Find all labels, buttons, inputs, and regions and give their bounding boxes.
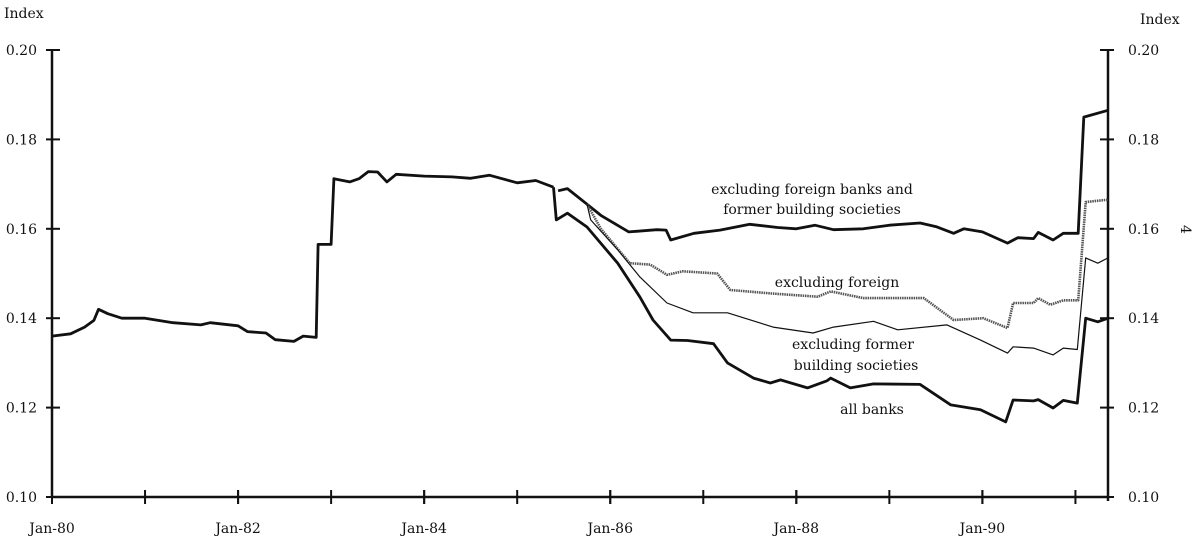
y-tick-label-right: 0.18 xyxy=(1128,132,1159,148)
y-tick-label-right: 0.14 xyxy=(1128,311,1159,327)
y-axis-label-right: Index xyxy=(1140,12,1180,28)
x-tick-label: Jan-90 xyxy=(958,521,1006,537)
y-tick-label-left: 0.14 xyxy=(6,311,37,327)
annotation-excluding-foreign-and-bs-line2: former building societies xyxy=(723,202,901,218)
y-tick-label-left: 0.18 xyxy=(6,132,37,148)
annotation-excluding-foreign-and-bs-line1: excluding foreign banks and xyxy=(711,182,913,198)
y-tick-label-left: 0.20 xyxy=(6,43,37,59)
series-line-excluding-foreign-banks-and-former-building-societies xyxy=(557,108,1109,245)
y-tick-label-right: 0.12 xyxy=(1128,401,1159,417)
y-tick-label-right: 0.20 xyxy=(1128,43,1159,59)
series-line-excluding-former-building-societies xyxy=(586,204,1109,356)
x-tick-label: Jan-82 xyxy=(213,521,261,537)
y-tick-label-left: 0.16 xyxy=(6,222,37,238)
x-tick-label: Jan-80 xyxy=(27,521,75,537)
annotation-all-banks: all banks xyxy=(840,402,904,418)
y-tick-label-left: 0.10 xyxy=(6,490,37,506)
annotation-excluding-bs-line1: excluding former xyxy=(792,337,914,353)
y-axis-label-left: Index xyxy=(4,6,44,22)
annotation-excluding-bs-line2: building societies xyxy=(794,358,919,374)
series-line-excluding-foreign xyxy=(585,198,1109,330)
annotation-excluding-foreign: excluding foreign xyxy=(775,275,899,291)
series-line-all-banks xyxy=(552,187,1109,424)
series-line-common xyxy=(51,170,554,343)
x-tick-label: Jan-84 xyxy=(399,521,447,537)
x-tick-label: Jan-88 xyxy=(772,521,820,537)
y-tick-label-right: 0.10 xyxy=(1128,490,1159,506)
x-tick-label: Jan-86 xyxy=(585,521,633,537)
y-tick-label-right: 0.16 xyxy=(1128,222,1159,238)
page-number: 4 xyxy=(1177,225,1193,234)
y-tick-label-left: 0.12 xyxy=(6,401,37,417)
axes: 0.10 0.10 0.12 0.12 0.14 0.14 0.16 0.16 0.18 0.18… xyxy=(6,43,1159,537)
series-lines xyxy=(51,108,1109,424)
